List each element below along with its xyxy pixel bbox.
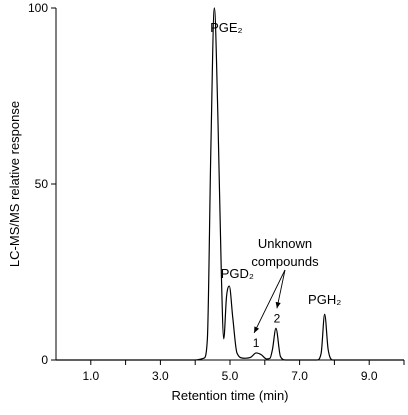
unknown-compounds-label-line2: compounds (251, 254, 319, 269)
y-tick-label: 50 (35, 177, 49, 191)
x-tick-label: 9.0 (361, 369, 378, 383)
peak-label: PGE₂ (210, 20, 243, 35)
arrowhead-2 (275, 301, 281, 309)
peak-label: PGH₂ (308, 292, 341, 307)
unknown-compounds-label-line1: Unknown (258, 236, 312, 251)
arrow-to-compound-2 (276, 269, 286, 309)
annotations: Unknown compounds 1 2 (251, 236, 319, 350)
chromatogram-trace (56, 7, 404, 361)
x-tick-label: 7.0 (291, 369, 308, 383)
y-tick-label: 100 (28, 1, 48, 15)
x-tick-label: 3.0 (152, 369, 169, 383)
series-layer (56, 7, 404, 361)
unknown-compound-1-label: 1 (253, 336, 260, 350)
axes (55, 8, 404, 361)
y-ticks: 0 50 100 (28, 1, 56, 367)
x-axis-label: Retention time (min) (171, 388, 288, 403)
x-ticks: 1.0 3.0 5.0 7.0 9.0 (82, 360, 405, 383)
x-tick-label: 1.0 (82, 369, 99, 383)
unknown-compound-2-label: 2 (274, 311, 281, 325)
arrowhead-1 (254, 326, 260, 333)
arrow-to-compound-1 (253, 269, 286, 334)
peak-labels: PGE₂ PGD₂ PGH₂ (210, 20, 341, 307)
y-tick-label: 0 (41, 353, 48, 367)
peak-label: PGD₂ (221, 266, 254, 281)
x-tick-label: 5.0 (222, 369, 239, 383)
y-axis-label: LC-MS/MS relative response (7, 101, 22, 267)
